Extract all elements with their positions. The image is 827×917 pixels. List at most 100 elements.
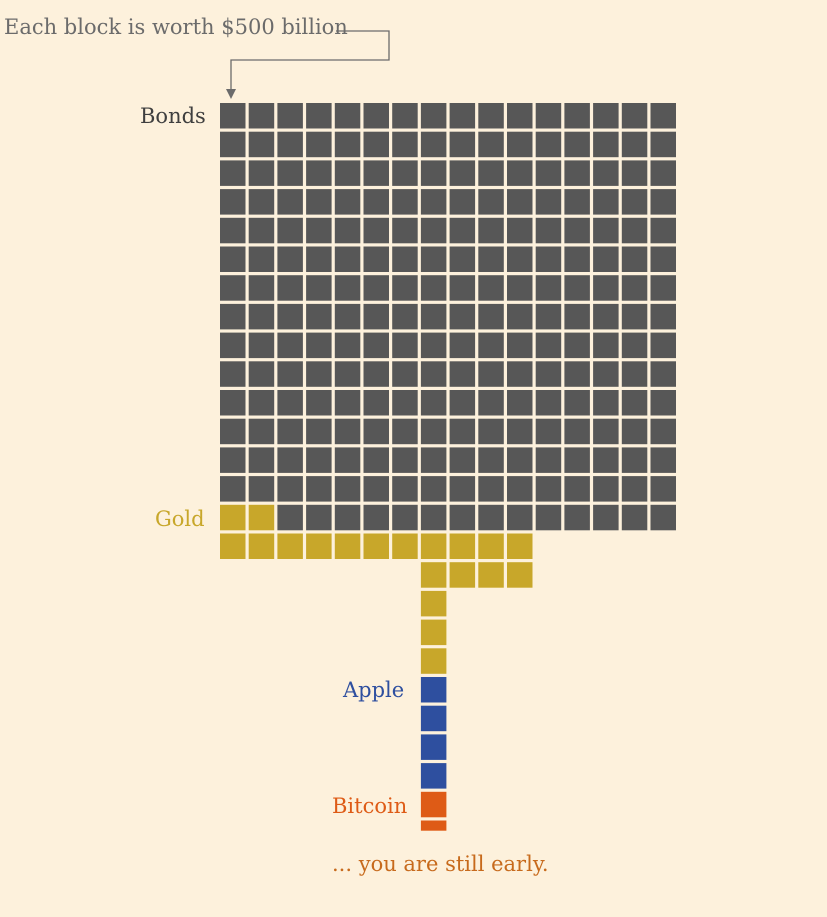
block-bonds-220: [564, 476, 590, 502]
block-bonds-115: [306, 303, 332, 330]
block-bonds-100: [334, 275, 361, 301]
block-bonds-198: [392, 447, 418, 473]
block-bonds-136: [449, 332, 476, 359]
block-bonds-164: [334, 390, 361, 416]
block-bonds-215: [420, 476, 447, 502]
block-apple-1: [420, 705, 447, 732]
block-bonds-95: [650, 246, 676, 272]
block-bonds-154: [507, 361, 533, 387]
block-bonds-30: [621, 131, 648, 158]
block-bonds-48: [220, 189, 246, 215]
block-bonds-112: [220, 303, 246, 330]
block-bonds-180: [334, 418, 361, 445]
block-bonds-67: [306, 217, 332, 244]
block-bonds-189: [593, 418, 619, 445]
series-label-bonds: Bonds: [140, 104, 206, 128]
block-bonds-148: [334, 361, 361, 387]
block-bonds-86: [392, 246, 418, 272]
block-bonds-235: [593, 504, 619, 531]
block-bonds-78: [621, 217, 648, 244]
block-bonds-69: [363, 217, 389, 244]
block-gold-18: [420, 619, 447, 646]
block-bonds-113: [248, 303, 275, 330]
block-bonds-105: [478, 275, 504, 301]
block-bonds-92: [564, 246, 590, 272]
block-bonds-123: [535, 303, 562, 330]
block-gold-2: [220, 533, 246, 559]
block-bonds-36: [334, 160, 361, 186]
block-bonds-54: [392, 189, 418, 215]
block-bonds-73: [478, 217, 504, 244]
block-bonds-135: [420, 332, 447, 359]
block-bonds-10: [507, 103, 533, 129]
block-bonds-88: [449, 246, 476, 272]
block-bonds-99: [306, 275, 332, 301]
block-apple-3: [420, 763, 447, 789]
block-bonds-8: [449, 103, 476, 129]
series-label-bitcoin: Bitcoin: [332, 794, 408, 818]
block-bonds-17: [248, 131, 275, 158]
block-apple-0: [420, 677, 447, 703]
block-bonds-22: [392, 131, 418, 158]
block-bonds-178: [277, 418, 303, 445]
block-bonds-28: [564, 131, 590, 158]
block-bonds-223: [650, 476, 676, 502]
block-bonds-39: [420, 160, 447, 186]
block-bonds-85: [363, 246, 389, 272]
block-bonds-225: [306, 504, 332, 531]
block-bonds-129: [248, 332, 275, 359]
block-bonds-188: [564, 418, 590, 445]
block-bonds-138: [507, 332, 533, 359]
block-bonds-158: [621, 361, 648, 387]
block-bonds-179: [306, 418, 332, 445]
block-bonds-174: [621, 390, 648, 416]
block-bonds-21: [363, 131, 389, 158]
block-bonds-14: [621, 103, 648, 129]
block-bonds-38: [392, 160, 418, 186]
block-bonds-216: [449, 476, 476, 502]
block-bonds-202: [507, 447, 533, 473]
block-bonds-236: [621, 504, 648, 531]
block-bonds-146: [277, 361, 303, 387]
block-bonds-20: [334, 131, 361, 158]
block-bonds-234: [564, 504, 590, 531]
block-bonds-44: [564, 160, 590, 186]
block-bonds-90: [507, 246, 533, 272]
block-bonds-193: [248, 447, 275, 473]
block-bonds-226: [334, 504, 361, 531]
block-bonds-59: [535, 189, 562, 215]
block-gold-17: [420, 590, 447, 617]
block-bonds-111: [650, 275, 676, 301]
block-bonds-175: [650, 390, 676, 416]
block-bonds-124: [564, 303, 590, 330]
block-bonds-147: [306, 361, 332, 387]
block-bonds-118: [392, 303, 418, 330]
block-bonds-102: [392, 275, 418, 301]
block-bonds-230: [449, 504, 476, 531]
block-bonds-94: [621, 246, 648, 272]
block-bonds-13: [593, 103, 619, 129]
block-bitcoin-0: [420, 791, 447, 818]
block-bonds-6: [392, 103, 418, 129]
block-bonds-65: [248, 217, 275, 244]
block-bonds-127: [650, 303, 676, 330]
block-bonds-197: [363, 447, 389, 473]
block-bonds-201: [478, 447, 504, 473]
block-bonds-107: [535, 275, 562, 301]
block-bonds-4: [334, 103, 361, 129]
block-bonds-76: [564, 217, 590, 244]
block-bonds-140: [564, 332, 590, 359]
block-bonds-31: [650, 131, 676, 158]
block-bonds-128: [220, 332, 246, 359]
block-bonds-183: [420, 418, 447, 445]
block-bonds-50: [277, 189, 303, 215]
block-bonds-149: [363, 361, 389, 387]
block-bonds-51: [306, 189, 332, 215]
block-bonds-15: [650, 103, 676, 129]
block-bonds-212: [334, 476, 361, 502]
block-bonds-173: [593, 390, 619, 416]
block-bonds-159: [650, 361, 676, 387]
block-gold-9: [420, 533, 447, 559]
